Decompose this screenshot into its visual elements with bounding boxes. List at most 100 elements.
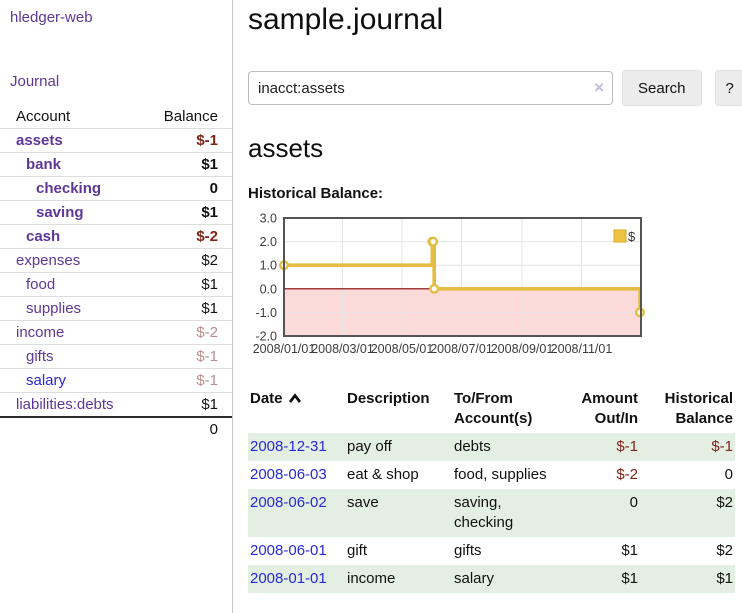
account-row: bank $1 xyxy=(0,152,232,177)
search-input[interactable] xyxy=(248,71,613,105)
column-header-historical-balance: Historical Balance xyxy=(640,385,735,433)
page-title: sample.journal xyxy=(248,3,444,36)
account-row: supplies $1 xyxy=(0,296,232,321)
account-link[interactable]: saving xyxy=(36,204,84,221)
account-cell: food xyxy=(0,272,145,297)
account-balance: $1 xyxy=(144,272,232,297)
description-cell: eat & shop xyxy=(347,465,419,483)
column-header-description: Description xyxy=(345,385,452,433)
y-tick-label: 2.0 xyxy=(260,235,277,249)
balance-cell: $1 xyxy=(716,569,733,587)
amount-cell: $1 xyxy=(621,569,638,587)
account-link[interactable]: supplies xyxy=(26,300,82,317)
account-link[interactable]: gifts xyxy=(26,348,54,365)
table-row: 2008-06-03 eat & shop food, supplies $-2 0 xyxy=(248,461,735,489)
chart-title: Historical Balance: xyxy=(248,185,384,202)
account-link[interactable]: food xyxy=(26,276,56,293)
account-cell: bank xyxy=(0,152,145,177)
table-row: 2008-06-01 gift gifts $1 $2 xyxy=(248,537,735,565)
transaction-date-link[interactable]: 2008-12-31 xyxy=(250,437,327,455)
account-cell: liabilities:debts xyxy=(0,392,145,417)
y-tick-label: 3.0 xyxy=(260,212,277,226)
sidebar: hledger-web Journal Account Balance asse… xyxy=(0,0,233,613)
account-row: salary $-1 xyxy=(0,368,232,393)
amount-cell: 0 xyxy=(629,493,638,511)
account-balance: $-2 xyxy=(144,320,232,345)
balance-cell: 0 xyxy=(724,465,733,483)
transaction-date-link[interactable]: 2008-01-01 xyxy=(250,569,327,587)
account-link[interactable]: bank xyxy=(26,156,62,173)
account-link[interactable]: assets xyxy=(16,132,63,149)
accounts-cell: salary xyxy=(454,569,495,587)
accounts-total-spacer xyxy=(0,416,145,441)
historical-balance-chart[interactable]: $3.0 2.0 1.0 0.0 -1.0 -2.0 2008/01/01 2008/03/0… xyxy=(248,210,742,364)
transaction-date-link[interactable]: 2008-06-03 xyxy=(250,465,327,483)
search-button[interactable]: Search xyxy=(622,70,702,106)
account-row: checking 0 xyxy=(0,176,232,201)
account-heading: assets xyxy=(248,133,324,163)
sort-ascending-icon xyxy=(288,393,301,403)
clear-search-icon[interactable]: × xyxy=(594,77,604,97)
account-row: liabilities:debts $1 xyxy=(0,392,232,417)
account-link[interactable]: salary xyxy=(26,372,67,389)
data-point-marker xyxy=(429,283,440,294)
account-cell: income xyxy=(0,320,145,345)
data-point-marker xyxy=(428,236,439,247)
date-cell: 2008-06-03 xyxy=(248,461,345,489)
column-header-date[interactable]: Date xyxy=(248,385,345,433)
brand-link[interactable]: hledger-web xyxy=(10,9,93,26)
account-cell: supplies xyxy=(0,296,145,321)
search-help-button[interactable]: ? xyxy=(714,70,742,106)
account-cell: salary xyxy=(0,368,145,393)
register-header-row: Date Description To/From Account(s) Amount … xyxy=(248,385,735,433)
date-cell: 2008-06-01 xyxy=(248,537,345,565)
account-cell: cash xyxy=(0,224,145,249)
account-link[interactable]: checking xyxy=(36,180,102,197)
accounts-header-balance: Balance xyxy=(144,105,232,129)
account-balance: $1 xyxy=(144,296,232,321)
chart-canvas[interactable]: $3.0 2.0 1.0 0.0 -1.0 -2.02008/01/012008/03/0… xyxy=(248,210,650,360)
transaction-date-link[interactable]: 2008-06-02 xyxy=(250,493,327,511)
account-link[interactable]: liabilities:debts xyxy=(16,396,114,413)
account-cell: expenses xyxy=(0,248,145,273)
account-row: expenses $2 xyxy=(0,248,232,273)
account-link[interactable]: cash xyxy=(26,228,61,245)
x-tick-label: 2008/07/01 xyxy=(430,342,493,356)
main-content: sample.journal × Search ? assets Histori… xyxy=(233,0,742,613)
column-header-to-from-account-s-: To/From Account(s) xyxy=(452,385,556,433)
account-row: income $-2 xyxy=(0,320,232,345)
account-row: assets $-1 xyxy=(0,129,232,153)
x-tick-label: 2008/11/01 xyxy=(551,342,613,356)
account-row: food $1 xyxy=(0,272,232,297)
account-balance: $1 xyxy=(144,152,232,177)
sidebar-item-journal[interactable]: Journal xyxy=(10,73,60,90)
account-link[interactable]: expenses xyxy=(16,252,81,269)
plot-border xyxy=(283,217,642,337)
y-tick-label: -1.0 xyxy=(255,306,277,320)
accounts-cell: debts xyxy=(454,437,491,455)
transaction-date-link[interactable]: 2008-06-01 xyxy=(250,541,327,559)
y-tick-label: 0.0 xyxy=(260,282,277,296)
amount-cell: $-1 xyxy=(616,437,638,455)
accounts-header-account: Account xyxy=(0,105,145,129)
account-row: cash $-2 xyxy=(0,224,232,249)
balance-cell: $-1 xyxy=(711,437,733,455)
account-cell: assets xyxy=(0,129,145,153)
x-tick-label: 2008/09/01 xyxy=(491,342,554,356)
account-row: saving $1 xyxy=(0,200,232,225)
accounts-header-row: Account Balance xyxy=(0,105,232,129)
search-bar: × Search ? xyxy=(248,70,742,106)
account-balance: $-1 xyxy=(144,368,232,393)
account-balance: $1 xyxy=(144,200,232,225)
y-tick-label: 1.0 xyxy=(260,259,277,273)
x-tick-label: 2008/03/01 xyxy=(311,342,374,356)
account-balance: $-1 xyxy=(144,344,232,369)
description-cell: income xyxy=(347,569,396,587)
amount-cell: $-2 xyxy=(616,465,638,483)
table-row: 2008-01-01 income salary $1 $1 xyxy=(248,564,735,593)
date-cell: 2008-06-02 xyxy=(248,489,345,537)
column-header-label: Historical Balance xyxy=(664,390,733,427)
account-link[interactable]: income xyxy=(16,324,65,341)
column-header-label: To/From Account(s) xyxy=(454,390,533,427)
